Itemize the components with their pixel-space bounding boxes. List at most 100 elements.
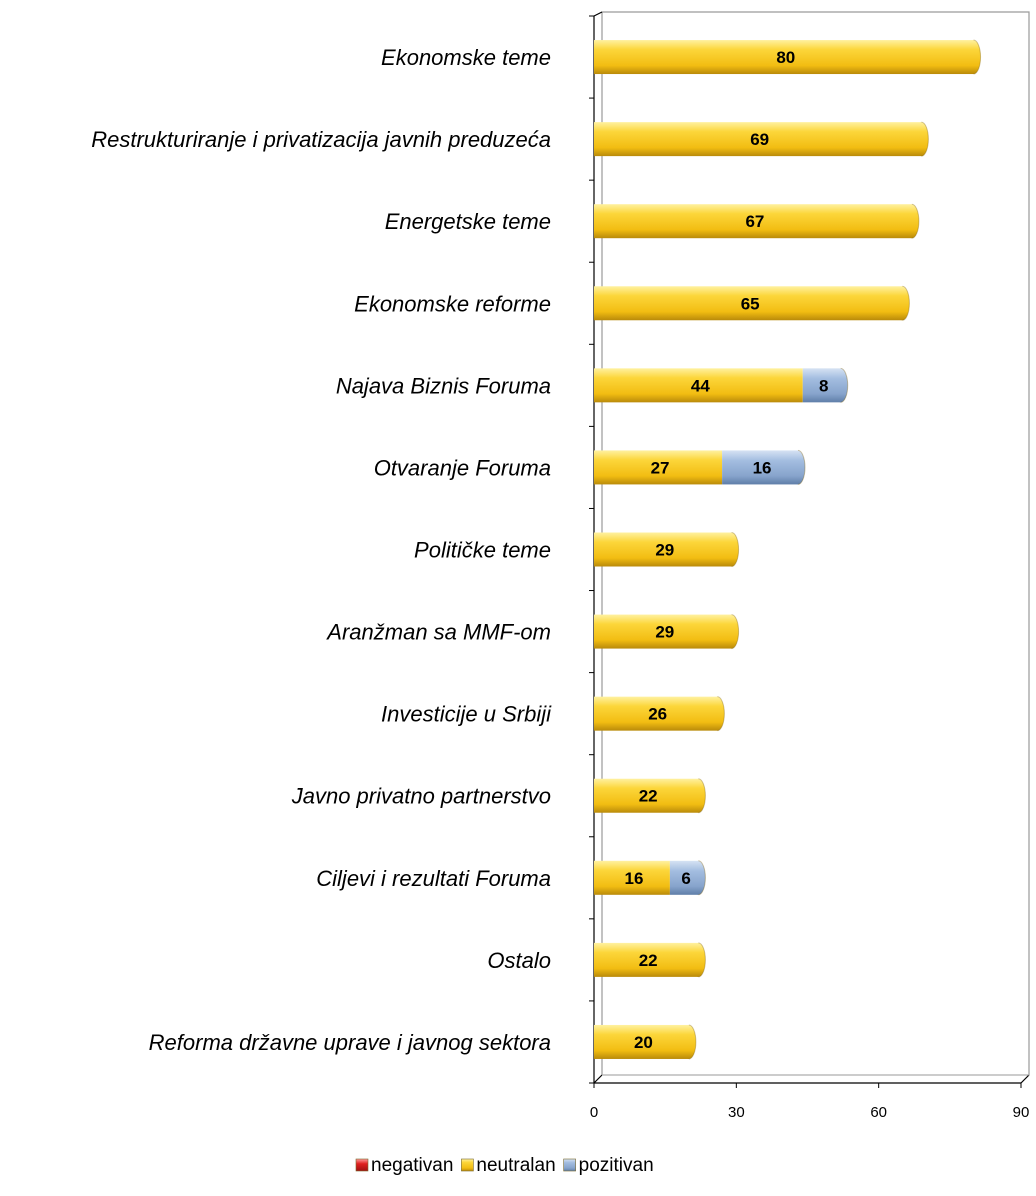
x-tick-label: 30 [728,1104,745,1121]
legend-item-pozitivan: pozitivan [563,1155,654,1176]
data-label: 22 [639,951,658,970]
category-labels: Ekonomske teme Restrukturiranje i privati… [91,45,552,1055]
plot-depth-edge-bottom [593,1074,603,1084]
bar-group: 22 [594,778,706,814]
bar-group: 80 [594,39,982,75]
category-label: Političke teme [414,538,551,563]
bar-end-cap-edge [698,860,706,896]
x-tick-label: 0 [590,1104,598,1121]
x-tick-label: 60 [870,1104,887,1121]
bar-segment-neutralan [594,532,732,567]
category-label: Energetske teme [385,209,551,234]
data-label: 67 [745,212,764,231]
bar-end-cap [724,614,739,649]
data-label: 29 [655,623,674,642]
data-label: 69 [750,130,769,149]
bar-segment-neutralan [594,204,912,239]
bar-group: 29 [594,532,740,567]
legend-swatch [563,1158,576,1172]
bar-end-cap [710,696,725,731]
legend-item-neutralan: neutralan [461,1155,556,1176]
bar-segment-neutralan [594,286,903,321]
category-label: Ciljevi i rezultati Foruma [316,866,551,891]
plot-depth-edge-right [1020,1074,1030,1084]
bar-end-cap-edge [911,203,920,239]
bar-segment-neutralan [594,40,974,75]
x-tick-label: 90 [1013,1104,1030,1121]
bar-segment-neutralan [594,778,699,813]
data-label: 20 [634,1033,653,1052]
bar-end-cap [966,40,981,75]
category-label: Ostalo [487,948,551,973]
category-label: Reforma državne uprave i javnog sektora [149,1030,551,1055]
data-label: 16 [753,458,772,477]
bar-group: 16 6 [594,860,706,896]
category-label: Investicije u Srbiji [381,702,552,727]
bar-end-cap [791,450,806,485]
bars-layer: 80 69 67 65 44 8 27 16 29 29 26 22 16 6 22 20 [594,39,982,1060]
data-label: 16 [624,869,643,888]
bar-end-cap [691,860,706,895]
bar-end-cap [895,286,910,321]
category-label: Restrukturiranje i privatizacija javnih … [91,127,551,152]
bar-end-cap-edge [840,367,849,403]
bar-end-cap [904,204,919,239]
bar-segment-neutralan [594,942,699,977]
bar-group: 44 8 [594,367,849,403]
x-axis-ticks: 0 30 60 90 [590,1083,1030,1121]
bar-segment-neutralan [594,696,718,731]
legend-item-negativan: negativan [355,1155,453,1176]
bar-end-cap-edge [902,285,910,321]
bar-end-cap [681,1024,696,1059]
legend-label: negativan [371,1155,453,1176]
data-label: 26 [648,705,667,724]
bar-group: 29 [594,614,740,650]
bar-end-cap-edge [797,449,806,485]
bar-group: 69 [594,121,929,157]
category-label: Najava Biznis Foruma [336,373,551,398]
bar-end-cap-edge [921,121,929,157]
data-label: 22 [639,787,658,806]
bar-segment-neutralan [594,122,922,157]
bar-end-cap-edge [731,532,740,567]
legend-label: pozitivan [579,1155,654,1176]
bar-segment-neutralan [594,368,803,403]
bar-segment-neutralan [594,450,723,485]
bar-group: 27 16 [594,449,806,485]
category-label: Ekonomske teme [381,45,551,70]
bar-end-cap-edge [731,614,740,650]
bar-segment-neutralan [594,860,670,895]
data-label: 29 [655,541,674,560]
data-label: 80 [776,48,795,67]
legend-swatch [355,1158,369,1172]
data-label: 65 [741,294,760,313]
legend-swatch [461,1158,474,1172]
bar-end-cap-edge [688,1024,697,1060]
bar-end-cap-edge [717,696,725,732]
bar-segment-neutralan [594,614,732,649]
bar-end-cap-edge [698,778,706,814]
plot-depth-edge-top [593,11,603,17]
legend: negativan neutralan pozitivan [355,1155,654,1176]
bar-end-cap-edge [698,942,706,978]
category-label: Ekonomske reforme [354,291,551,316]
bar-group: 20 [594,1024,697,1060]
category-label: Javno privatno partnerstvo [291,784,551,809]
legend-label: neutralan [476,1155,555,1176]
bar-group: 26 [594,696,725,732]
data-label: 8 [819,376,828,395]
bar-end-cap-edge [973,39,982,75]
data-label: 27 [651,458,670,477]
bar-group: 65 [594,285,910,321]
category-label: Aranžman sa MMF-om [325,620,551,645]
bar-segment-pozitivan [722,450,799,485]
bar-end-cap [691,778,706,813]
data-label: 44 [691,376,710,395]
data-label: 6 [681,869,690,888]
bar-group: 67 [594,203,920,239]
bar-segment-neutralan [594,1024,689,1059]
bar-end-cap [724,532,739,567]
bar-end-cap [914,122,929,157]
bar-end-cap [833,368,848,403]
